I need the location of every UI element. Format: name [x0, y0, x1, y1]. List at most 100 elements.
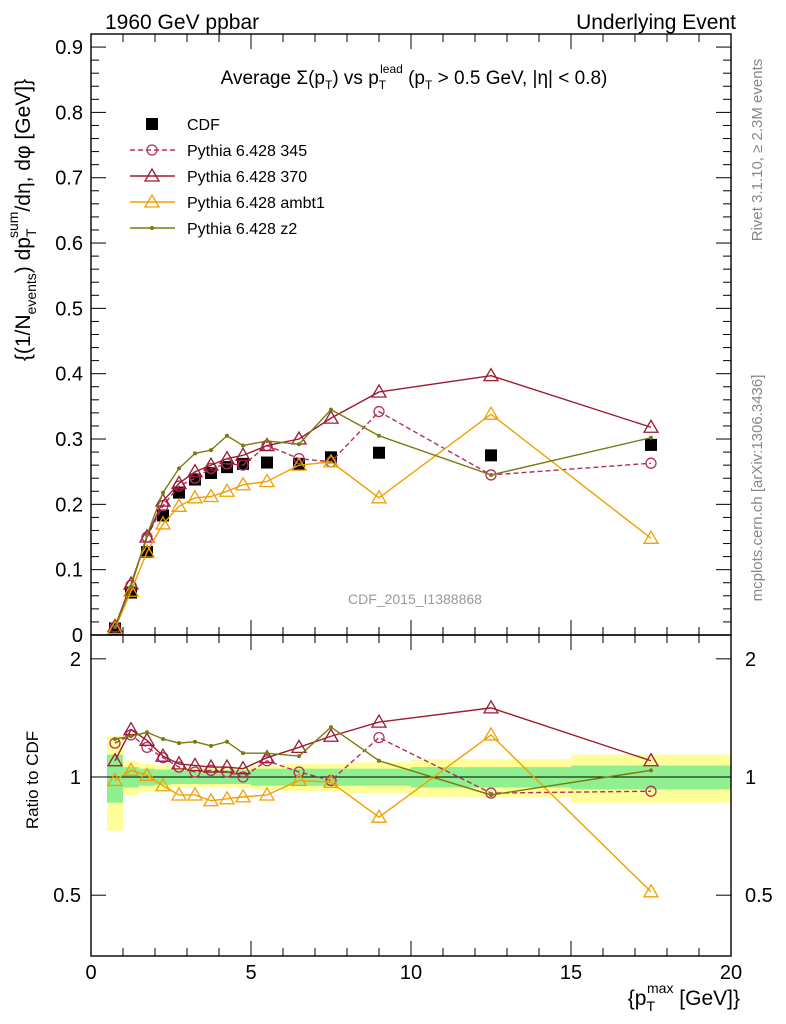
data-point-pythia-6-428-370: [202, 456, 220, 471]
x-tick-label: 0: [85, 962, 96, 984]
ratio-y-tick-label-right: 0.5: [745, 885, 773, 907]
data-point-pythia-6-428-z2: [193, 739, 197, 744]
data-point-pythia-6-428-ambt1: [154, 777, 172, 792]
data-point-pythia-6-428-ambt1: [202, 792, 220, 807]
x-tick-label: 10: [400, 962, 422, 984]
data-point-pythia-6-428-345: [373, 731, 385, 744]
data-point-pythia-6-428-z2: [161, 736, 165, 741]
data-point-pythia-6-428-ambt1: [218, 790, 236, 805]
data-point-pythia-6-428-z2: [241, 751, 245, 756]
data-point-pythia-6-428-ambt1: [234, 788, 252, 803]
data-point-pythia-6-428-z2: [193, 451, 197, 456]
data-point-pythia-6-428-z2: [209, 743, 213, 748]
data-point-pythia-6-428-370: [186, 463, 204, 478]
data-point-pythia-6-428-370: [186, 757, 204, 772]
data-point-pythia-6-428-ambt1: [138, 543, 156, 558]
data-point-pythia-6-428-370: [218, 758, 236, 773]
y-tick-label: 0.3: [55, 429, 83, 451]
data-point-pythia-6-428-370: [234, 760, 252, 775]
data-point-pythia-6-428-345: [645, 785, 657, 797]
legend-label: Pythia 6.428 345: [187, 143, 307, 160]
y-tick-label: 0: [72, 625, 83, 647]
data-point-pythia-6-428-ambt1: [322, 773, 340, 788]
data-point-pythia-6-428-ambt1: [322, 453, 340, 468]
data-point-cdf: [645, 438, 657, 451]
data-point-pythia-6-428-370: [170, 755, 188, 770]
data-point-pythia-6-428-370: [106, 618, 124, 633]
data-point-pythia-6-428-370: [258, 437, 276, 452]
y-tick-label: 0.6: [55, 233, 83, 255]
data-point-pythia-6-428-z2: [377, 433, 381, 438]
data-point-pythia-6-428-z2: [329, 725, 333, 730]
data-point-pythia-6-428-z2: [177, 741, 181, 746]
data-point-cdf: [373, 446, 385, 459]
legend-label: CDF: [187, 117, 220, 134]
ratio-y-tick-label: 2: [70, 649, 81, 671]
data-point-pythia-6-428-z2: [145, 533, 149, 538]
data-point-pythia-6-428-ambt1: [122, 762, 140, 776]
data-point-pythia-6-428-345: [293, 452, 305, 465]
y-tick-label: 0.5: [55, 298, 83, 320]
data-point-pythia-6-428-345: [373, 405, 385, 418]
data-point-pythia-6-428-z2: [489, 792, 493, 797]
inner-band-bin: [107, 754, 123, 803]
data-point-pythia-6-428-370: [482, 699, 500, 714]
data-point-pythia-6-428-ambt1: [258, 473, 276, 488]
data-point-pythia-6-428-z2: [161, 490, 165, 495]
mcplots-source-label: mcplots.cern.ch [arXiv:1306.3436]: [749, 375, 766, 602]
data-point-pythia-6-428-ambt1: [234, 476, 252, 491]
data-point-pythia-6-428-345: [189, 472, 201, 484]
data-point-pythia-6-428-370: [258, 749, 276, 764]
data-point-pythia-6-428-ambt1: [186, 786, 204, 801]
ratio-y-tick-label-right: 2: [745, 649, 756, 671]
data-point-pythia-6-428-370: [642, 418, 660, 433]
data-point-pythia-6-428-z2: [209, 448, 213, 453]
data-point-pythia-6-428-370: [106, 752, 124, 767]
main-y-axis-label: {(1/Nevents) dpTsum/dη, dφ [GeV]}: [5, 79, 39, 361]
data-point-pythia-6-428-370: [482, 367, 500, 382]
data-point-pythia-6-428-345: [293, 766, 305, 778]
data-point-pythia-6-428-370: [290, 739, 308, 753]
ratio-y-axis-label: Ratio to CDF: [23, 731, 42, 829]
ratio-uncertainty-bands: [107, 736, 731, 831]
ratio-y-tick-label: 1: [70, 767, 81, 789]
legend-label: Pythia 6.428 370: [187, 169, 307, 186]
ratio-y-tick-label: 0.5: [53, 885, 81, 907]
series-line-pythia-6-428-ambt1: [114, 413, 652, 629]
data-point-pythia-6-428-345: [261, 755, 273, 767]
data-point-pythia-6-428-ambt1: [642, 530, 660, 544]
data-point-pythia-6-428-345: [205, 764, 217, 776]
data-point-pythia-6-428-z2: [265, 438, 269, 443]
data-point-pythia-6-428-z2: [241, 443, 245, 448]
header-left: 1960 GeV ppbar: [105, 11, 259, 34]
data-point-pythia-6-428-z2: [113, 625, 117, 630]
series-line-pythia-6-428-370: [114, 374, 652, 627]
data-point-pythia-6-428-ambt1: [154, 515, 172, 530]
legend-marker: [143, 167, 161, 182]
main-plot-series: [106, 367, 660, 635]
axis-ticks: 00.10.20.30.40.50.60.70.80.90.5 0.51 12 20 5…: [53, 34, 773, 984]
y-tick-label: 0.4: [55, 364, 83, 386]
data-point-pythia-6-428-370: [154, 747, 172, 762]
data-point-pythia-6-428-ambt1: [106, 620, 124, 635]
data-point-pythia-6-428-345: [645, 457, 657, 469]
data-point-pythia-6-428-z2: [649, 435, 653, 440]
data-point-pythia-6-428-ambt1: [186, 489, 204, 504]
ratio-plot-series: [106, 699, 660, 898]
data-point-pythia-6-428-370: [642, 752, 660, 767]
data-point-pythia-6-428-z2: [265, 751, 269, 756]
data-point-pythia-6-428-z2: [129, 584, 133, 589]
data-point-pythia-6-428-ambt1: [138, 767, 156, 781]
data-point-pythia-6-428-z2: [297, 754, 301, 759]
data-point-pythia-6-428-z2: [377, 758, 381, 763]
data-point-pythia-6-428-370: [322, 409, 340, 424]
data-point-pythia-6-428-ambt1: [642, 883, 660, 898]
legend: CDF Pythia 6.428 345 Pythia 6.428 370 Pythi…: [130, 117, 325, 238]
data-point-pythia-6-428-ambt1: [482, 726, 500, 741]
data-point-pythia-6-428-ambt1: [170, 498, 188, 512]
data-point-pythia-6-428-z2: [113, 736, 117, 741]
data-point-pythia-6-428-ambt1: [122, 582, 140, 597]
rivet-version-label: Rivet 3.1.10, ≥ 2.3M events: [749, 59, 766, 242]
data-point-pythia-6-428-370: [234, 447, 252, 462]
data-point-pythia-6-428-z2: [329, 407, 333, 412]
